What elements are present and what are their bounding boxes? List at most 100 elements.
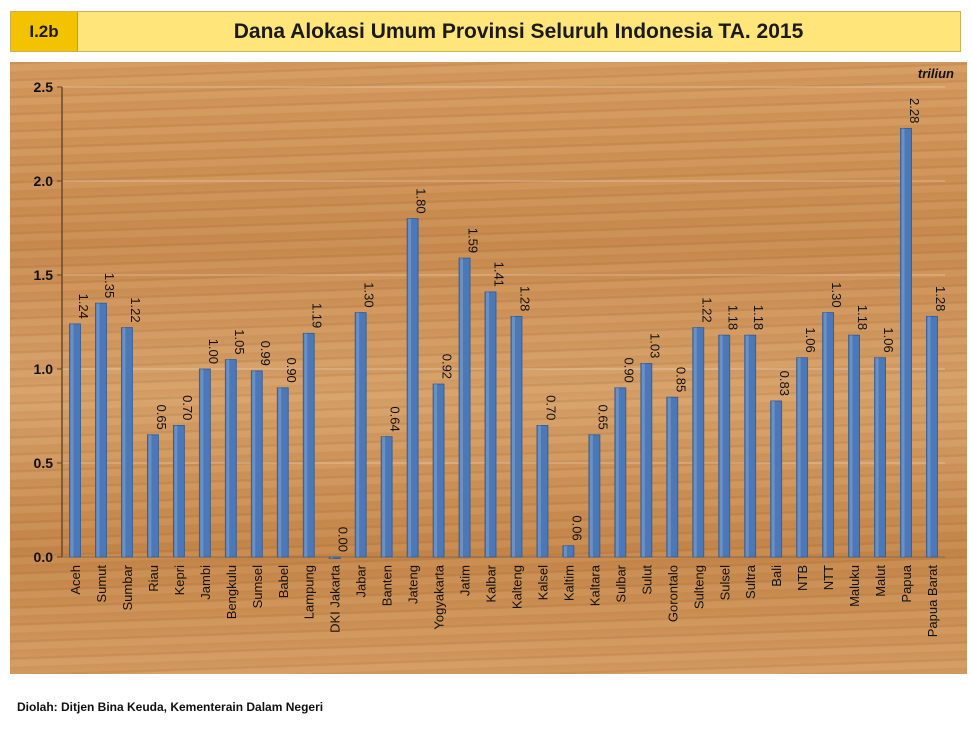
bar-chart: 0.00.51.01.52.02.5 1.241.351.220.65 0.701… bbox=[34, 66, 955, 637]
bars bbox=[69, 127, 938, 559]
gridlines bbox=[62, 86, 945, 558]
category-label: Kaltim bbox=[561, 565, 576, 601]
bar-highlight bbox=[901, 128, 905, 558]
bar-highlight bbox=[382, 436, 386, 557]
value-label: 1.06 bbox=[803, 327, 818, 352]
category-label: Jateng bbox=[406, 565, 421, 604]
bar-ntb bbox=[796, 357, 809, 558]
bar-jatim bbox=[458, 257, 471, 558]
category-label: Papua Barat bbox=[925, 565, 940, 638]
value-label: 0.65 bbox=[595, 404, 610, 429]
value-label: 1.22 bbox=[699, 297, 714, 322]
bar-highlight bbox=[823, 312, 827, 557]
bar-sulbar bbox=[614, 387, 627, 558]
bar-highlight bbox=[849, 335, 853, 557]
value-label: 1.35 bbox=[102, 273, 117, 298]
x-axis-labels: Aceh Sumut Sumbar Riau Kepri Jambi Bengkulu Sum… bbox=[68, 564, 940, 637]
value-label: 1.22 bbox=[128, 297, 143, 322]
bar-highlight bbox=[641, 363, 645, 557]
bar-highlight bbox=[875, 357, 879, 557]
value-label: 1.30 bbox=[829, 282, 844, 307]
bar-highlight bbox=[667, 397, 671, 557]
value-label: 0.92 bbox=[440, 354, 455, 379]
category-label: Bengkulu bbox=[224, 565, 239, 619]
category-label: Aceh bbox=[68, 565, 83, 595]
category-label: Sulteng bbox=[691, 565, 706, 609]
category-label: Kalsel bbox=[535, 565, 550, 601]
bar-highlight bbox=[589, 434, 593, 557]
bar-aceh bbox=[69, 323, 81, 558]
bar-highlight bbox=[252, 370, 256, 557]
value-label: 1.28 bbox=[517, 286, 532, 311]
bar-highlight bbox=[693, 327, 697, 557]
bar-highlight bbox=[434, 384, 438, 557]
bar-banten bbox=[380, 436, 393, 558]
bar-bali bbox=[770, 400, 783, 558]
bar-lampung bbox=[302, 332, 315, 558]
bar-jabar bbox=[354, 312, 367, 558]
value-label: 1.06 bbox=[881, 327, 896, 352]
bar-yogyakarta bbox=[432, 383, 445, 558]
bar-kalbar bbox=[484, 291, 497, 558]
value-label: 1.18 bbox=[725, 305, 740, 330]
value-label: 1.18 bbox=[751, 305, 766, 330]
bar-sulsel bbox=[718, 334, 731, 558]
bar-sulut bbox=[640, 362, 653, 558]
value-labels: 1.24 1.35 1.22 0.65 0.70 1.00 1.05 0.99 0.90 1.19… bbox=[76, 98, 948, 552]
value-label: 0.99 bbox=[258, 341, 273, 366]
category-label: Sulsel bbox=[717, 565, 732, 601]
value-label: 0.64 bbox=[388, 406, 403, 431]
bar-highlight bbox=[563, 545, 567, 557]
y-tick-label: 1.0 bbox=[34, 361, 54, 377]
category-label: Malut bbox=[873, 565, 888, 597]
y-tick-label: 0.0 bbox=[34, 549, 54, 565]
bar-highlight bbox=[226, 359, 230, 557]
bar-highlight bbox=[927, 316, 931, 557]
chart-header: I.2b Dana Alokasi Umum Provinsi Seluruh … bbox=[10, 11, 961, 52]
bar-riau bbox=[146, 434, 159, 558]
bar-highlight bbox=[70, 323, 74, 557]
category-label: Sulbar bbox=[613, 564, 628, 602]
value-label: 1.00 bbox=[206, 339, 221, 364]
bar-highlight bbox=[174, 425, 178, 557]
value-label: 1.19 bbox=[310, 303, 325, 328]
category-label: Papua bbox=[899, 564, 914, 602]
value-label: 1.18 bbox=[855, 305, 870, 330]
bar-sumsel bbox=[250, 370, 263, 558]
bar-kaltim bbox=[562, 545, 575, 558]
bar-highlight bbox=[122, 327, 126, 557]
bar-sumbar bbox=[121, 327, 133, 558]
category-label: Banten bbox=[380, 565, 395, 606]
bar-highlight bbox=[486, 291, 490, 557]
category-label: NTT bbox=[821, 565, 836, 590]
value-label: 1.03 bbox=[647, 333, 662, 358]
value-label: 0.83 bbox=[777, 371, 792, 396]
chart-panel: 0.0 0.5 1.0 1.5 2.0 2.5 1.24 1.35 1.22 0.65 0.70 1… bbox=[10, 62, 967, 674]
value-label: 1.59 bbox=[466, 228, 481, 253]
bar-papua bbox=[900, 127, 912, 558]
bar-kepri bbox=[172, 424, 185, 558]
bar-highlight bbox=[460, 258, 464, 557]
value-label: 1.41 bbox=[492, 262, 507, 287]
figure-number-badge: I.2b bbox=[11, 12, 78, 51]
category-label: Kaltara bbox=[587, 564, 602, 606]
category-label: Sumut bbox=[94, 565, 109, 603]
value-label: 1.24 bbox=[76, 294, 91, 319]
category-label: Sultra bbox=[743, 564, 758, 599]
source-note: Diolah: Ditjen Bina Keuda, Kementerain D… bbox=[17, 700, 324, 714]
category-label: Yogyakarta bbox=[432, 564, 447, 629]
category-label: Sulut bbox=[639, 565, 654, 595]
bar-highlight bbox=[330, 557, 334, 559]
category-label: Kalbar bbox=[484, 564, 499, 602]
category-label: Gorontalo bbox=[665, 565, 680, 622]
bar-babel bbox=[276, 387, 289, 558]
value-label: 0.90 bbox=[621, 357, 636, 382]
category-label: Kalteng bbox=[509, 565, 524, 609]
bar-sumut bbox=[95, 302, 107, 558]
category-label: Jambi bbox=[198, 565, 213, 600]
value-label: 0.70 bbox=[180, 395, 195, 420]
y-tick-label: 2.0 bbox=[34, 173, 54, 189]
value-label: 0.06 bbox=[569, 515, 584, 540]
bar-bengkulu bbox=[224, 359, 237, 558]
category-label: Jabar bbox=[354, 564, 369, 597]
